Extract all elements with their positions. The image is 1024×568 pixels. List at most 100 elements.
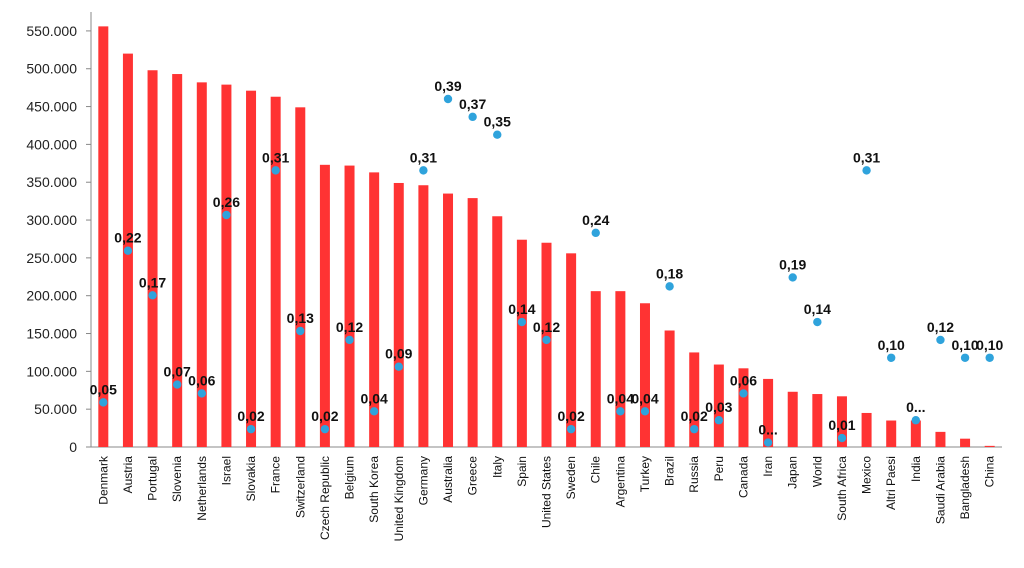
y-tick-label: 300.000 — [26, 212, 77, 228]
point-peru — [714, 416, 724, 425]
data-label: 0,14 — [804, 301, 831, 317]
x-tick-label: Italy — [490, 456, 504, 478]
data-labels: 0,050,220,170,070,060,260,020,310,130,02… — [90, 78, 1004, 438]
bar-france — [270, 96, 281, 447]
data-label: 0,06 — [188, 372, 215, 388]
y-tick-label: 350.000 — [26, 174, 77, 190]
point-chile — [591, 228, 600, 238]
x-tick-label: Japan — [786, 456, 800, 489]
data-label: 0,10 — [976, 337, 1003, 353]
x-tick-label: Slovenia — [170, 456, 184, 502]
y-tick-label: 200.000 — [26, 288, 77, 304]
data-label: 0,02 — [557, 408, 584, 424]
point-japan — [788, 273, 797, 282]
x-tick-label: Bangladesh — [958, 456, 972, 519]
x-tick-label: Spain — [515, 456, 529, 487]
x-tick-label: Germany — [416, 456, 430, 505]
bar-chile — [590, 291, 601, 447]
bar-altri-paesi — [886, 420, 897, 447]
data-label: 0,02 — [681, 408, 708, 424]
bar-china — [984, 445, 995, 447]
x-tick-label: France — [269, 456, 283, 494]
y-tick-label: 250.000 — [26, 250, 77, 266]
x-tick-label: South Africa — [835, 456, 849, 521]
x-tick-label: Greece — [466, 456, 480, 496]
data-label: 0,31 — [853, 149, 880, 165]
bar-spain — [516, 239, 527, 447]
x-tick-label: Mexico — [860, 456, 874, 494]
x-tick-label: World — [810, 456, 824, 487]
data-label: 0,06 — [730, 372, 757, 388]
data-label: 0,18 — [656, 265, 683, 281]
point-india — [911, 416, 921, 425]
x-tick-label: Russia — [687, 456, 701, 493]
point-spain — [517, 317, 527, 327]
point-greece — [468, 112, 477, 122]
bar-japan — [787, 391, 798, 447]
y-tick-label: 500.000 — [26, 61, 77, 77]
bar-saudi-arabia — [935, 431, 946, 447]
data-label: 0,09 — [385, 346, 412, 362]
y-tick-label: 400.000 — [26, 136, 77, 152]
x-tick-label: Brazil — [663, 456, 677, 486]
x-tick-label: Canada — [736, 456, 750, 498]
point-iran — [763, 438, 773, 447]
x-tick-label: Argentina — [613, 456, 627, 508]
point-belgium — [345, 335, 354, 345]
x-tick-label: India — [909, 456, 923, 482]
x-tick-label: Czech Republic — [318, 456, 332, 540]
bar-iran — [763, 378, 774, 447]
data-label: 0,07 — [164, 364, 191, 380]
data-label: 0,12 — [336, 319, 363, 335]
point-italy — [493, 130, 502, 139]
point-united-states — [542, 335, 551, 345]
x-tick-label: China — [983, 456, 997, 488]
y-tick-label: 450.000 — [26, 99, 77, 115]
bar-brazil — [664, 330, 675, 447]
point-czech-republic — [320, 424, 330, 434]
x-tick-label: Peru — [712, 456, 726, 481]
point-argentina — [616, 407, 625, 416]
data-label: 0,12 — [927, 319, 954, 335]
data-label: 0,02 — [311, 408, 338, 424]
data-label: 0,31 — [262, 149, 289, 165]
point-denmark — [99, 398, 108, 407]
point-china — [985, 353, 994, 362]
bar-italy — [492, 216, 503, 447]
point-france — [271, 166, 280, 175]
x-tick-label: Sweden — [564, 456, 578, 499]
data-label: 0,03 — [705, 399, 732, 415]
data-label: 0,12 — [533, 319, 560, 335]
y-tick-label: 150.000 — [26, 326, 77, 342]
data-label: 0... — [758, 422, 777, 438]
x-tick-label: Iran — [761, 456, 775, 477]
bar-portugal — [147, 70, 158, 448]
bar-netherlands — [196, 82, 207, 448]
y-tick-label: 50.000 — [34, 401, 77, 417]
point-turkey — [640, 407, 650, 416]
point-switzerland — [296, 326, 305, 336]
x-tick-label: Portugal — [146, 456, 160, 501]
bar-united-kingdom — [393, 182, 404, 447]
y-tick-labels: 0 50.000 100.000 150.000 200.000 250.000 300.0… — [26, 23, 77, 455]
x-tick-label: Netherlands — [195, 456, 209, 521]
point-world — [813, 317, 822, 327]
bar-united-states — [541, 242, 552, 447]
data-label: 0... — [906, 399, 925, 415]
point-brazil — [665, 282, 674, 291]
data-label: 0,13 — [287, 310, 314, 326]
data-label: 0,26 — [213, 194, 240, 210]
bar-australia — [443, 193, 454, 447]
point-israel — [222, 210, 231, 220]
data-label: 0,19 — [779, 256, 806, 272]
bar-sweden — [566, 253, 577, 447]
data-label: 0,10 — [951, 337, 978, 353]
data-label: 0,37 — [459, 96, 486, 112]
data-label: 0,05 — [90, 381, 117, 397]
bar-canada — [738, 368, 749, 447]
x-tick-label: South Korea — [367, 456, 381, 523]
bar-germany — [418, 185, 429, 448]
bar-belgium — [344, 165, 355, 447]
bar-mexico — [861, 412, 872, 447]
